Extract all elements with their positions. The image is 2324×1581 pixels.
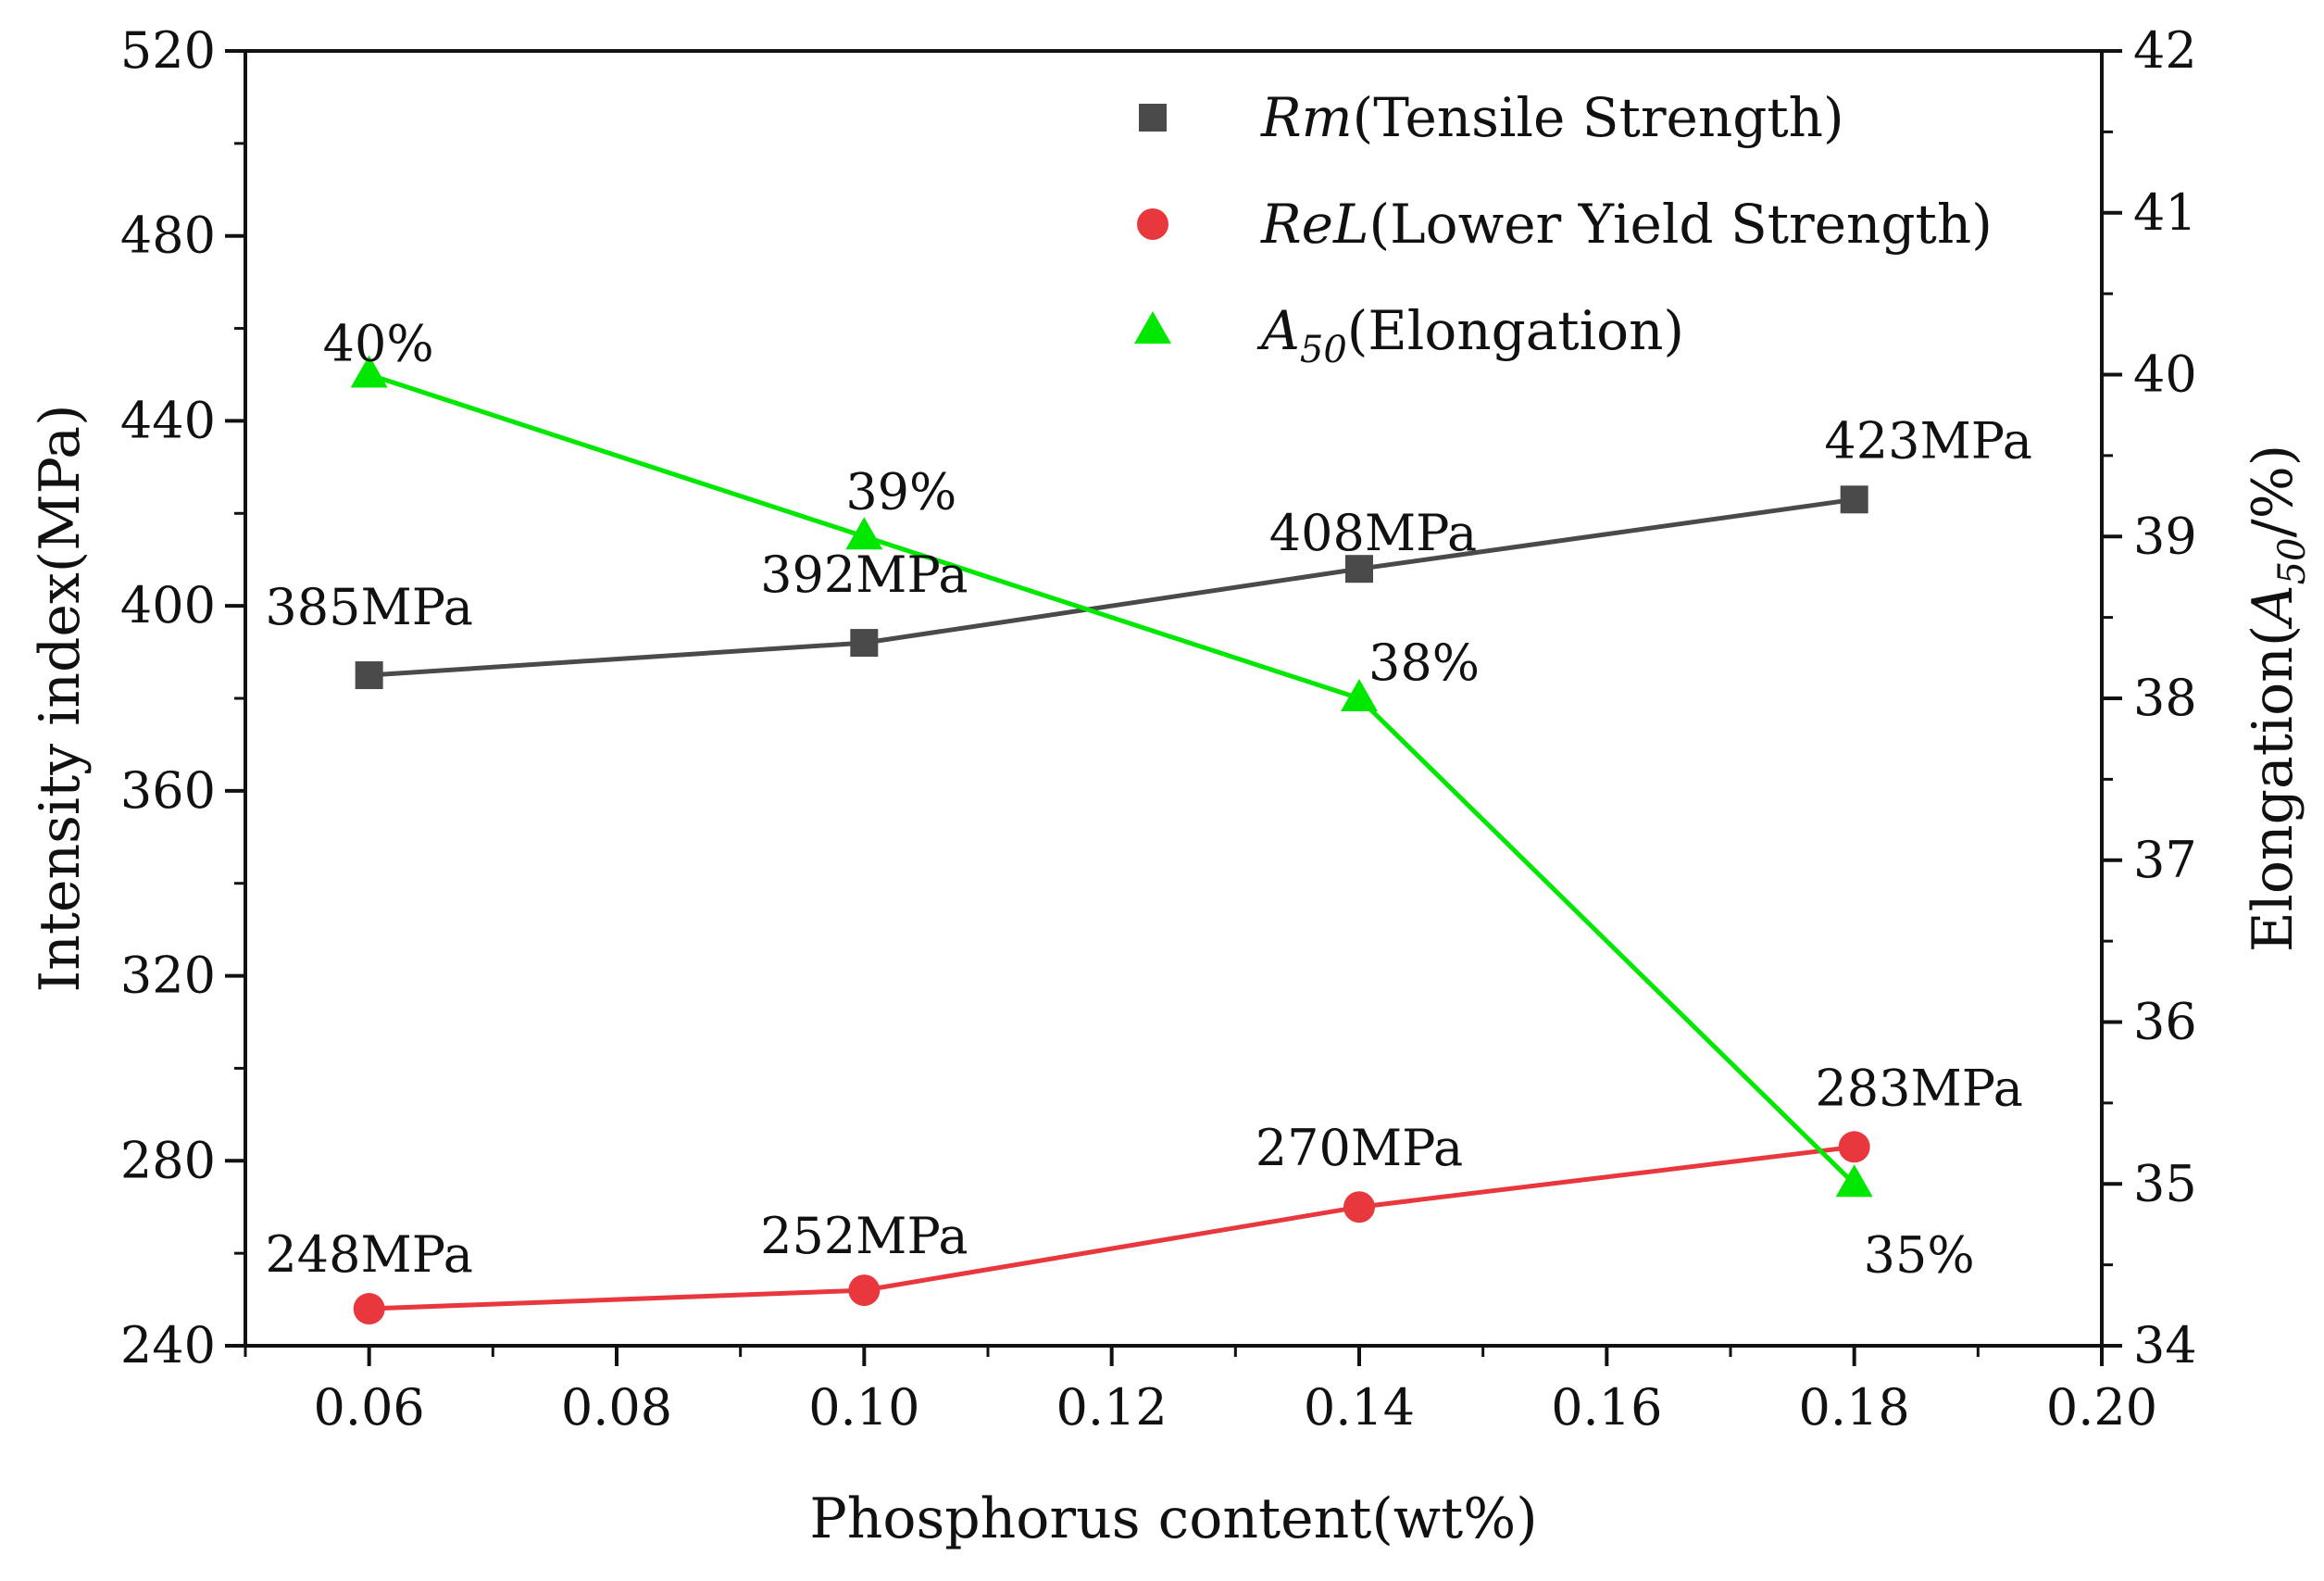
y2-tick-label: 40 <box>2133 345 2197 404</box>
y2-title-symbol: A <box>2241 584 2305 629</box>
legend-label-rel: ReL(Lower Yield Strength) <box>1260 193 1993 256</box>
data-label-rm: 385MPa <box>265 578 472 636</box>
y2-tick-label: 36 <box>2133 993 2197 1051</box>
y-tick-label: 440 <box>120 391 216 449</box>
x-tick-label: 0.20 <box>2046 1378 2157 1437</box>
series-rm <box>355 485 1868 690</box>
y-tick-label: 240 <box>120 1316 216 1374</box>
series-a50 <box>350 355 1873 1198</box>
y2-title-suffix: /%) <box>2241 445 2305 538</box>
legend-marker-rm <box>1139 104 1167 132</box>
data-point-rel <box>1838 1131 1870 1163</box>
data-point-rel <box>353 1293 385 1325</box>
data-label-rel: 270MPa <box>1256 1119 1463 1177</box>
data-point-rm <box>850 629 879 658</box>
legend-subscript: 50 <box>1300 329 1347 371</box>
axis-ticks: 0.06 0.08 0.10 0.12 0.14 0.16 0.18 0.20 240 280 32… <box>120 21 2197 1437</box>
legend-item-rm: Rm(Tensile Strength) <box>1139 86 1844 149</box>
data-point-a50 <box>1341 679 1378 711</box>
y2-tick-label: 42 <box>2133 21 2197 80</box>
x-tick-label: 0.10 <box>808 1378 919 1437</box>
x-tick-label: 0.16 <box>1551 1378 1662 1437</box>
x-tick-label: 0.14 <box>1304 1378 1415 1437</box>
y2-tick-label: 38 <box>2133 669 2197 727</box>
legend-item-rel: ReL(Lower Yield Strength) <box>1137 193 1993 256</box>
y-tick-label: 280 <box>120 1131 216 1189</box>
data-labels: 385MPa 392MPa 408MPa 423MPa 248MPa 252MPa 270M… <box>265 315 2031 1285</box>
y2-title-prefix: Elongation( <box>2241 625 2305 952</box>
legend-rest: (Elongation) <box>1347 299 1684 362</box>
data-point-rel <box>848 1274 881 1307</box>
x-tick-label: 0.06 <box>314 1378 425 1437</box>
series-layer <box>350 355 1873 1325</box>
x-tick-label: 0.08 <box>561 1378 672 1437</box>
legend-symbol: ReL <box>1260 193 1369 256</box>
data-point-rel <box>1343 1191 1375 1223</box>
data-point-rm <box>1345 555 1373 583</box>
data-label-rel: 248MPa <box>265 1225 472 1284</box>
y2-axis-title: Elongation(A50/%) <box>2241 445 2314 952</box>
y-axis-title: Intensity index(MPa) <box>28 405 93 993</box>
y-tick-label: 520 <box>120 21 216 80</box>
y-tick-label: 360 <box>120 761 216 820</box>
legend-label-a50: A50(Elongation) <box>1256 299 1684 371</box>
legend: Rm(Tensile Strength) ReL(Lower Yield Stre… <box>1134 86 1993 371</box>
y2-tick-label: 35 <box>2133 1154 2197 1212</box>
legend-label-rm: Rm(Tensile Strength) <box>1260 86 1844 149</box>
legend-rest: (Tensile Strength) <box>1353 86 1844 149</box>
data-label-rel: 283MPa <box>1815 1059 2022 1117</box>
data-point-rm <box>1840 485 1868 514</box>
y2-title-sub: 50 <box>2271 537 2314 584</box>
legend-item-a50: A50(Elongation) <box>1134 299 1684 371</box>
data-point-rm <box>355 661 383 690</box>
y2-tick-label: 37 <box>2133 831 2197 889</box>
x-tick-label: 0.18 <box>1799 1378 1910 1437</box>
data-label-rm: 423MPa <box>1824 411 2031 470</box>
series-line-rel <box>369 1144 1855 1311</box>
y-tick-label: 320 <box>120 947 216 1005</box>
legend-symbol: Rm <box>1260 86 1353 149</box>
y-tick-label: 400 <box>120 576 216 634</box>
x-axis-title: Phosphorus content(wt%) <box>809 1487 1537 1551</box>
legend-marker-a50 <box>1134 311 1171 344</box>
legend-marker-rel <box>1137 208 1168 240</box>
data-label-rm: 392MPa <box>760 546 968 604</box>
data-point-a50 <box>350 355 388 388</box>
data-label-a50: 39% <box>845 462 956 521</box>
series-line-rm <box>369 496 1855 678</box>
y2-tick-label: 34 <box>2133 1316 2197 1374</box>
x-tick-label: 0.12 <box>1056 1378 1168 1437</box>
series-rel <box>353 1131 1870 1325</box>
y2-tick-label: 39 <box>2133 507 2197 565</box>
legend-rest: (Lower Yield Strength) <box>1369 193 1993 256</box>
axis-titles: Phosphorus content(wt%) Intensity index(M… <box>28 405 2314 1551</box>
legend-symbol: A <box>1256 299 1300 362</box>
data-label-a50: 40% <box>323 315 434 373</box>
data-point-a50 <box>845 517 883 550</box>
data-point-a50 <box>1835 1164 1873 1198</box>
data-label-a50: 38% <box>1368 634 1480 692</box>
data-label-rel: 252MPa <box>760 1207 968 1265</box>
data-label-rm: 408MPa <box>1269 504 1477 562</box>
data-label-a50: 35% <box>1864 1225 1975 1284</box>
y2-tick-label: 41 <box>2133 183 2197 242</box>
y-tick-label: 480 <box>120 207 216 265</box>
series-line-a50 <box>368 372 1856 1186</box>
